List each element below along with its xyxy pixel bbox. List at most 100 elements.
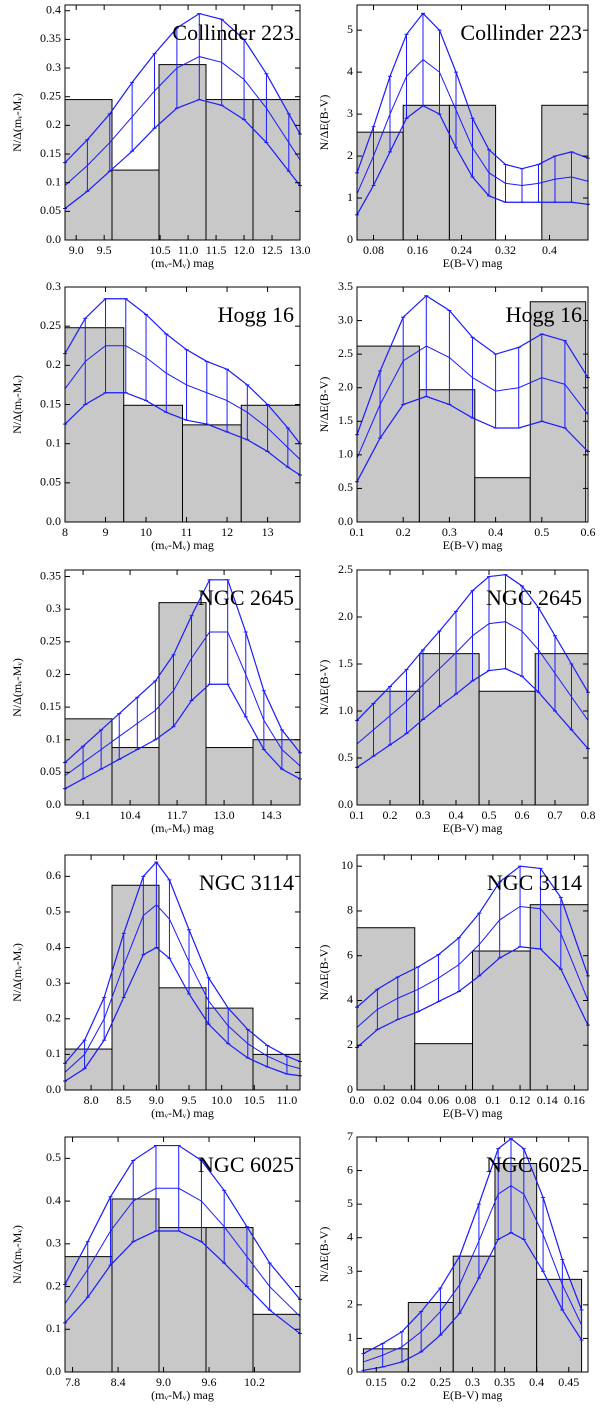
y-tick-label: 0.1 [46, 1046, 61, 1060]
fit-curve [363, 1185, 583, 1363]
x-tick-label: 10.0 [211, 1093, 232, 1107]
plot-frame [356, 4, 589, 241]
y-tick-label: 0.4 [46, 939, 61, 953]
upper-envelope [64, 12, 301, 164]
hist-bar [205, 99, 254, 241]
y-tick-label: 6 [347, 947, 353, 961]
plot-frame [64, 854, 301, 1091]
hist-bar [419, 653, 480, 806]
x-tick-label: 10.5 [150, 243, 171, 257]
lower-envelope [356, 105, 589, 216]
panel-title: NGC 3114 [199, 870, 294, 895]
x-axis-label: E(B-V) mag [443, 1388, 503, 1402]
hist-bar [356, 690, 421, 806]
x-tick-label: 11 [181, 525, 193, 539]
y-tick-label: 5 [347, 22, 353, 36]
plot-frame [356, 569, 589, 806]
x-tick-label: 9.0 [149, 1093, 164, 1107]
x-axis-label: (mᵥ-Mᵥ) mag [151, 256, 214, 270]
y-axis-label: N/Δ(mᵥ-Mᵥ) [10, 658, 24, 717]
x-tick-label: 0.08 [363, 243, 384, 257]
y-tick-label: 0.35 [40, 568, 61, 582]
fit-curve [64, 904, 301, 1073]
y-tick-label: 0.05 [40, 475, 61, 489]
panel: 9.1 10.4 11.7 13.0 14.3 0.0 0.05 0.1 0.15 0.2 0.25… [10, 568, 302, 835]
y-tick-label: 2 [347, 1297, 353, 1311]
x-tick-label: 12.0 [234, 243, 255, 257]
panel: 0.0 0.02 0.04 0.06 0.08 0.1 0.12 0.14 0.16 0 2 4 6 8 1… [317, 854, 590, 1120]
lower-envelope [64, 392, 301, 476]
y-axis-label: N/ΔE(B-V) [317, 95, 331, 151]
hist-bar [64, 99, 113, 241]
y-tick-label: 0.0 [46, 232, 61, 246]
plot-frame [64, 569, 301, 806]
hist-bar [356, 927, 416, 1091]
hist-bar [64, 718, 113, 806]
y-tick-label: 6 [347, 1162, 353, 1176]
hist-bar [407, 1302, 454, 1373]
x-tick-label: 10 [140, 525, 152, 539]
x-tick-label: 7.8 [65, 1375, 80, 1389]
y-tick-label: 3.0 [338, 312, 353, 326]
x-tick-label: 0.8 [581, 808, 596, 822]
hist-bar [252, 1313, 301, 1373]
fit-curve [356, 58, 589, 195]
y-tick-label: 1 [347, 1330, 353, 1344]
y-axis-label: N/Δ(mᵥ-Mᵥ) [10, 375, 24, 434]
y-tick-label: 10 [341, 858, 353, 872]
hist-bar [529, 301, 587, 523]
x-tick-label: 0.16 [564, 1093, 585, 1107]
hist-bar [356, 131, 404, 241]
hist-bar [494, 1163, 538, 1373]
panel: 0.08 0.16 0.24 0.32 0.4 0 1 2 3 4 5 Collinder 223 E(… [317, 4, 590, 270]
upper-envelope [356, 294, 589, 435]
hist-bar [111, 747, 160, 806]
x-tick-label: 9.5 [182, 1093, 197, 1107]
x-tick-label: 12 [221, 525, 233, 539]
y-axis-label: N/ΔE(B-V) [317, 660, 331, 716]
lower-envelope [64, 946, 301, 1082]
x-tick-label: 0.2 [396, 525, 411, 539]
x-tick-label: 10.4 [120, 808, 141, 822]
hist-bar [123, 404, 183, 523]
y-tick-label: 0.5 [338, 480, 353, 494]
plot-frame [356, 286, 589, 523]
hist-bar [205, 1007, 254, 1091]
y-tick-label: 0.1 [46, 174, 61, 188]
x-tick-label: 0.4 [449, 808, 464, 822]
y-tick-label: 0.0 [46, 1082, 61, 1096]
x-tick-label: 0.4 [488, 525, 503, 539]
x-tick-label: 0.1 [485, 1093, 500, 1107]
panel: 7.8 8.4 9.0 9.6 10.2 0.0 0.1 0.2 0.3 0.4 0.5 NGC 60… [10, 1136, 302, 1402]
y-tick-label: 0.2 [46, 357, 61, 371]
lower-envelope [64, 98, 301, 209]
fit-curve [64, 631, 301, 777]
panel: 9.0 9.5 10.5 11.0 11.5 12.0 12.5 13.0 0.0 0.05 0.1… [10, 2, 311, 269]
upper-envelope [64, 298, 301, 445]
x-tick-label: 8.0 [84, 1093, 99, 1107]
x-tick-label: 9.0 [69, 243, 84, 257]
hist-bar [402, 104, 450, 241]
y-tick-label: 2 [347, 1037, 353, 1051]
fit-curve [64, 56, 301, 186]
x-tick-label: 0.02 [374, 1093, 395, 1107]
panel: 8.0 8.5 9.0 9.5 10.0 10.5 11.0 0.0 0.1 0.2 0.3 0.4 0… [10, 854, 302, 1120]
panel: 0.1 0.2 0.3 0.4 0.5 0.6 0.0 0.5 1.0 1.5 2.0 2.5 3.0 3… [317, 279, 596, 552]
x-tick-label: 9.6 [202, 1375, 217, 1389]
panel-title: NGC 6025 [198, 1152, 294, 1177]
y-tick-label: 0.25 [40, 634, 61, 648]
x-tick-label: 0.7 [548, 808, 563, 822]
y-tick-label: 0.15 [40, 699, 61, 713]
y-tick-label: 1 [347, 190, 353, 204]
hist-bar [356, 345, 420, 523]
y-tick-label: 1.5 [338, 656, 353, 670]
x-tick-label: 13.0 [214, 808, 235, 822]
x-tick-label: 0.4 [542, 243, 557, 257]
x-tick-label: 0.5 [482, 808, 497, 822]
x-axis-label: (mᵥ-Mᵥ) mag [151, 821, 214, 835]
hist-bar [240, 404, 301, 523]
y-tick-label: 2.5 [338, 562, 353, 576]
lower-envelope [356, 395, 589, 482]
x-tick-label: 8.4 [111, 1375, 126, 1389]
